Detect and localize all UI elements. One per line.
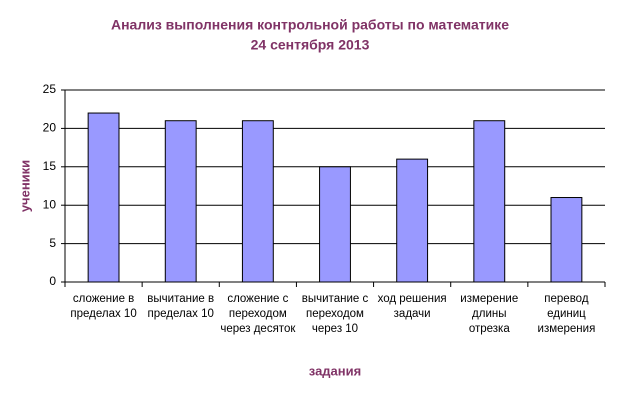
bar bbox=[550, 197, 583, 283]
bar bbox=[473, 120, 506, 283]
x-tick-label: сложение с переходом через десяток bbox=[220, 293, 296, 335]
bar bbox=[87, 112, 120, 283]
x-tick-label: перевод единиц измерения bbox=[537, 293, 596, 335]
bar bbox=[396, 158, 429, 283]
y-tick-label: 5 bbox=[49, 236, 56, 250]
bar bbox=[319, 166, 351, 283]
y-tick-label: 25 bbox=[43, 82, 57, 96]
chart-title: Анализ выполнения контрольной работы по … bbox=[111, 17, 509, 33]
y-axis-label: ученики bbox=[17, 160, 32, 212]
x-tick-label: измерение длины отрезка bbox=[460, 293, 519, 335]
x-tick-label: вычитание в пределах 10 bbox=[147, 293, 215, 320]
x-axis-label: задания bbox=[309, 363, 361, 378]
y-tick-label: 10 bbox=[43, 197, 57, 211]
x-tick-label: вычитание с переходом через 10 bbox=[301, 293, 369, 335]
x-tick-label: ход решения задачи bbox=[377, 293, 447, 320]
y-tick-label: 0 bbox=[49, 274, 56, 288]
chart-subtitle: 24 сентября 2013 bbox=[251, 37, 370, 53]
y-tick-label: 20 bbox=[43, 121, 57, 135]
x-tick-label: сложение в пределах 10 bbox=[70, 293, 137, 320]
bar bbox=[164, 120, 197, 283]
bar bbox=[241, 120, 274, 283]
y-tick-label: 15 bbox=[43, 159, 57, 173]
